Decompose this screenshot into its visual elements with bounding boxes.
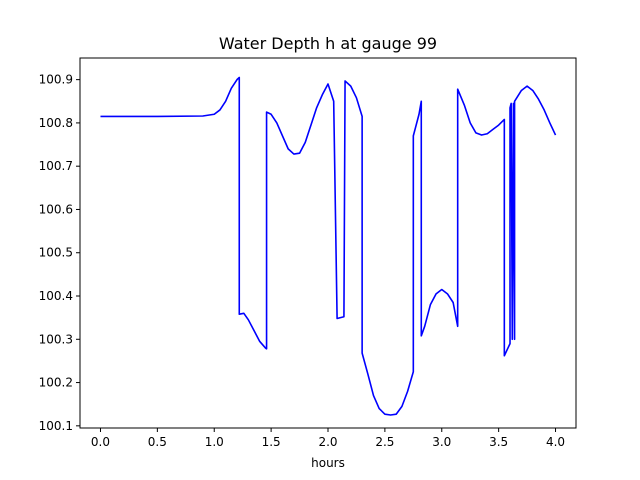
y-tick-label: 100.8 xyxy=(39,116,73,130)
y-tick-label: 100.3 xyxy=(39,332,73,346)
axes-frame xyxy=(79,57,577,429)
x-tick-label: 3.0 xyxy=(432,435,451,449)
y-tick-label: 100.7 xyxy=(39,159,73,173)
x-tick-label: 2.5 xyxy=(375,435,394,449)
y-axis-ticks: 100.1 100.2 100.3 100.4 100.5 100.6 100.7 100.8… xyxy=(39,73,80,433)
x-tick-label: 0.0 xyxy=(91,435,110,449)
chart-title: Water Depth h at gauge 99 xyxy=(219,34,437,53)
y-tick-label: 100.6 xyxy=(39,202,73,216)
y-tick-label: 100.4 xyxy=(39,289,73,303)
y-tick-label: 100.2 xyxy=(39,376,73,390)
x-tick-label: 0.5 xyxy=(148,435,167,449)
y-tick-label: 100.5 xyxy=(39,246,73,260)
x-tick-label: 3.5 xyxy=(489,435,508,449)
plot-area xyxy=(100,76,557,416)
y-tick-label: 100.1 xyxy=(39,419,73,433)
x-tick-label: 2.0 xyxy=(318,435,337,449)
x-tick-label: 4.0 xyxy=(546,435,565,449)
x-tick-label: 1.0 xyxy=(205,435,224,449)
x-axis-label: hours xyxy=(311,456,345,470)
y-tick-label: 100.9 xyxy=(39,73,73,87)
x-tick-label: 1.5 xyxy=(262,435,281,449)
series-line-0 xyxy=(100,76,557,416)
x-axis-ticks: 0.0 0.5 1.0 1.5 2.0 2.5 3.0 3.5 4.0 xyxy=(91,428,565,449)
